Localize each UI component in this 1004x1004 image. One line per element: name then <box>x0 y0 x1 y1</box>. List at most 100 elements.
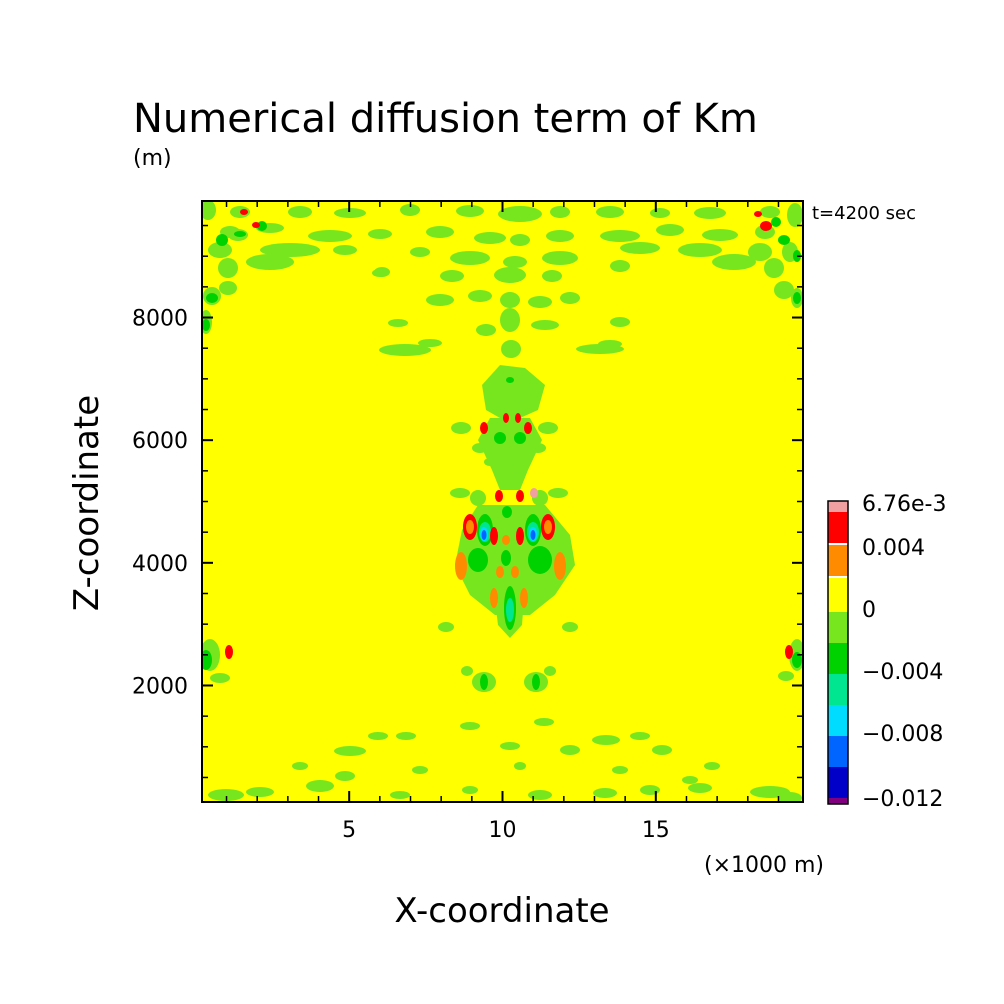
contour-patch-top <box>426 226 454 238</box>
colorbar-swatch <box>828 767 848 798</box>
x-axis-unit: (×1000 m) <box>704 853 824 878</box>
contour-patch <box>481 530 487 540</box>
contour-patch <box>515 413 521 423</box>
corner-patch <box>760 221 772 231</box>
contour-field <box>202 201 803 802</box>
contour-patch-bottom <box>778 792 802 802</box>
contour-patch-top <box>528 296 552 308</box>
contour-patch-top <box>476 324 496 336</box>
column-band <box>482 365 545 432</box>
y-tick-label: 8000 <box>132 307 188 332</box>
corner-patch <box>216 234 228 246</box>
colorbar-label: −0.012 <box>862 787 943 812</box>
contour-patch-bottom <box>500 742 520 750</box>
contour-patch <box>544 666 556 676</box>
colorbar-swatch <box>828 501 848 512</box>
contour-patch <box>532 674 540 690</box>
contour-patch <box>438 622 454 632</box>
contour-patch-top <box>219 281 237 295</box>
contour-patch <box>514 432 526 444</box>
contour-patch-top <box>288 206 312 218</box>
contour-patch <box>468 548 488 572</box>
contour-patch <box>530 530 536 540</box>
plot-frame <box>201 200 804 803</box>
contour-patch <box>544 520 552 534</box>
contour-patch-bottom <box>246 787 274 797</box>
contour-patch-top <box>372 269 388 277</box>
y-axis-label: Z-coordinate <box>67 395 107 611</box>
contour-patch-bottom <box>688 783 712 793</box>
contour-patch-top <box>542 270 562 282</box>
contour-patch-top <box>218 258 238 278</box>
contour-patch-top <box>246 254 294 270</box>
contour-patch-bottom <box>534 718 554 726</box>
colorbar-swatch <box>828 674 848 705</box>
contour-patch-bottom <box>412 766 428 774</box>
contour-patch <box>511 566 519 578</box>
colorbar-label: 6.76e-3 <box>862 492 946 517</box>
contour-patch-top <box>656 224 684 236</box>
contour-patch-top <box>650 208 670 218</box>
contour-patch <box>501 340 521 358</box>
colorbar-swatch <box>828 798 848 804</box>
contour-patch <box>503 413 509 423</box>
x-tick-label: 5 <box>342 818 356 843</box>
contour-patch <box>506 377 514 383</box>
contour-patch-top <box>550 206 570 218</box>
contour-patch <box>484 458 496 466</box>
contour-patch-top <box>494 267 526 283</box>
contour-patch-bottom <box>640 785 660 795</box>
contour-patch-top <box>694 207 726 219</box>
contour-patch-bottom <box>334 746 366 756</box>
colorbar-swatch <box>828 512 848 543</box>
contour-patch <box>494 432 506 444</box>
contour-patch <box>496 566 504 578</box>
contour-patch-top <box>334 208 366 218</box>
contour-patch-bottom <box>396 732 416 740</box>
contour-patch <box>562 622 578 632</box>
colorbar-frame <box>827 500 849 805</box>
contour-patch-bottom <box>528 790 552 800</box>
corner-patch <box>257 221 267 231</box>
contour-patch-bottom <box>368 732 388 740</box>
colorbar-label: −0.004 <box>862 660 943 685</box>
contour-patch <box>451 422 471 434</box>
contour-patch-top <box>474 232 506 244</box>
chart-title: Numerical diffusion term of Km <box>133 96 758 142</box>
contour-patch-bottom <box>704 762 720 770</box>
contour-patch-top <box>764 258 784 278</box>
contour-patch-top <box>596 206 624 218</box>
contour-patch-top <box>500 292 520 308</box>
colorbar-swatch <box>828 736 848 767</box>
contour-patch-top <box>260 243 320 257</box>
contour-patch-top <box>620 242 660 254</box>
contour-patch-bottom <box>682 776 698 784</box>
x-tick-label: 10 <box>489 818 517 843</box>
colorbar-label: −0.008 <box>862 722 943 747</box>
contour-patch-bottom <box>514 762 526 770</box>
colorbar-swatch <box>828 705 848 736</box>
contour-patch <box>528 546 552 574</box>
contour-patch-top <box>468 290 492 302</box>
contour-patch-top <box>787 203 803 227</box>
contour-patch-top <box>560 292 580 304</box>
contour-patch-bottom <box>560 745 580 755</box>
contour-patch-top <box>712 254 756 270</box>
contour-patch <box>470 490 486 506</box>
contour-patch-top <box>510 234 530 246</box>
colorbar-label: 0.004 <box>862 536 925 561</box>
corner-patch <box>771 217 781 227</box>
contour-patch-top <box>610 260 630 272</box>
contour-patch-top <box>333 245 357 255</box>
contour-patch-top <box>440 270 464 282</box>
contour-patch-bottom <box>460 722 480 730</box>
contour-patch-bottom <box>630 732 650 740</box>
contour-patch-bottom <box>652 745 672 755</box>
contour-patch-bottom <box>593 788 617 798</box>
contour-patch-bottom <box>292 762 308 770</box>
contour-patch <box>480 422 488 434</box>
contour-patch-top <box>410 247 430 257</box>
plot-background <box>202 201 803 802</box>
contour-patch <box>501 550 511 566</box>
y-tick-label: 6000 <box>132 429 188 454</box>
